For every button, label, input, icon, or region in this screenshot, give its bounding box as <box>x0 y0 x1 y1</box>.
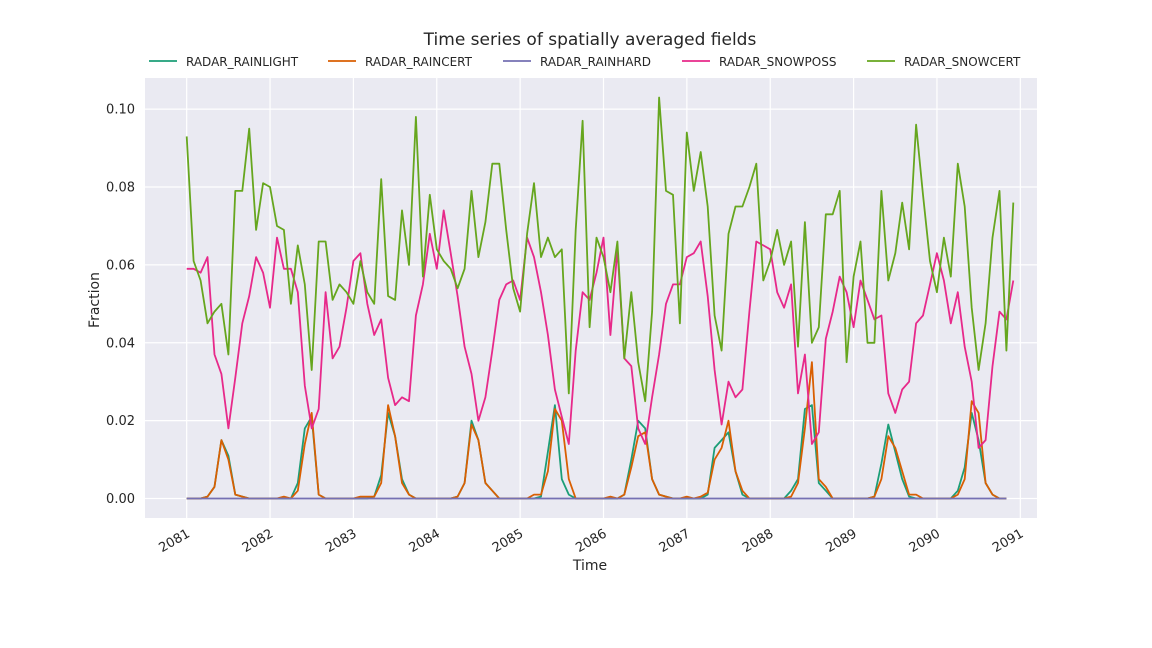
y-tick-label: 0.10 <box>106 103 135 118</box>
legend-item: RADAR_RAINCERT <box>328 55 473 69</box>
chart-title: Time series of spatially averaged fields <box>423 30 757 50</box>
x-tick-label: 2082 <box>240 526 276 556</box>
x-tick-label: 2081 <box>157 526 193 556</box>
y-tick-label: 0.00 <box>106 492 135 507</box>
x-tick-label: 2087 <box>657 526 693 556</box>
x-tick-label: 2089 <box>823 526 859 556</box>
legend-label: RADAR_SNOWPOSS <box>719 55 836 69</box>
legend-item: RADAR_SNOWPOSS <box>682 55 836 69</box>
series-lines <box>185 96 1015 500</box>
y-tick-label: 0.02 <box>106 414 135 429</box>
x-tick-label: 2090 <box>907 526 943 556</box>
x-axis-ticks: 2081 2082 2083 2084 2085 2086 2087 2088 2089 2090… <box>157 526 1027 556</box>
legend-item: RADAR_SNOWCERT <box>867 55 1021 69</box>
legend-label: RADAR_RAINCERT <box>365 55 473 69</box>
y-tick-label: 0.06 <box>106 258 135 273</box>
legend: RADAR_RAINLIGHT RADAR_RAINCERT RADAR_RAINH… <box>149 55 1021 69</box>
y-axis-label: Fraction <box>87 272 103 328</box>
x-tick-label: 2086 <box>573 526 609 556</box>
series-line-radar-snowcert <box>185 96 1015 403</box>
legend-item: RADAR_RAINLIGHT <box>149 55 299 69</box>
x-axis-label: Time <box>572 558 607 574</box>
y-tick-label: 0.08 <box>106 181 135 196</box>
y-axis-ticks: 0.00 0.02 0.04 0.06 0.08 0.10 <box>106 103 135 507</box>
x-tick-label: 2083 <box>323 526 359 556</box>
x-tick-label: 2085 <box>490 526 526 556</box>
x-tick-label: 2091 <box>990 526 1026 556</box>
legend-label: RADAR_RAINHARD <box>540 55 651 69</box>
legend-label: RADAR_SNOWCERT <box>904 55 1021 69</box>
x-tick-label: 2088 <box>740 526 776 556</box>
y-tick-label: 0.04 <box>106 336 135 351</box>
x-tick-label: 2084 <box>407 526 443 556</box>
legend-label: RADAR_RAINLIGHT <box>186 55 299 69</box>
legend-item: RADAR_RAINHARD <box>503 55 651 69</box>
